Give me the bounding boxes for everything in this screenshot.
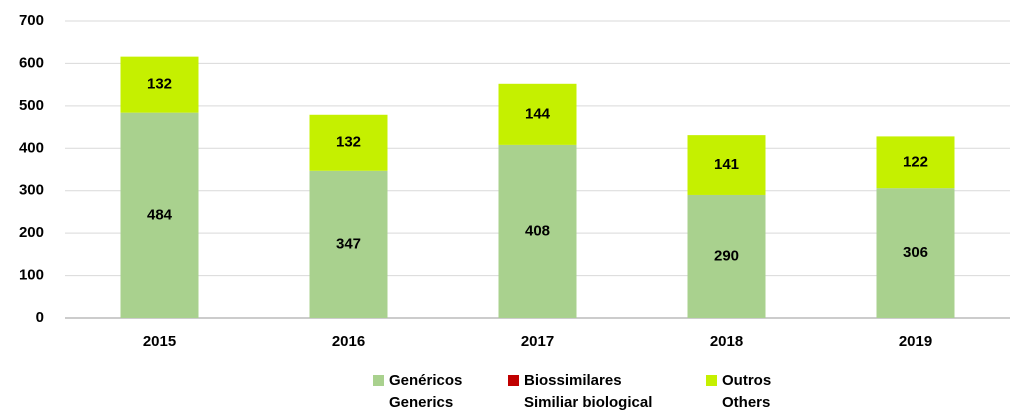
legend-label: Biossimilares (524, 372, 622, 389)
bar-segment (498, 83, 577, 145)
y-tick-label: 600 (19, 54, 44, 71)
legend-label: Others (722, 394, 770, 410)
bar-segment (120, 112, 199, 318)
bar-segment (309, 170, 388, 318)
x-tick-label: 2017 (521, 333, 554, 350)
bar-segment (687, 194, 766, 318)
y-tick-label: 200 (19, 224, 44, 241)
data-label: 484 (147, 206, 173, 223)
y-tick-label: 300 (19, 182, 44, 199)
y-tick-label: 0 (36, 309, 44, 326)
bar-segment (498, 144, 577, 318)
legend-swatch (706, 375, 717, 386)
legend-swatch (508, 375, 519, 386)
legend-label: Similiar biological (524, 394, 652, 410)
data-label: 141 (714, 156, 739, 173)
x-tick-label: 2015 (143, 333, 176, 350)
y-tick-label: 400 (19, 139, 44, 156)
y-tick-label: 100 (19, 267, 44, 284)
data-label: 306 (903, 244, 928, 261)
y-tick-label: 500 (19, 97, 44, 114)
bar-segment (687, 135, 766, 195)
data-label: 347 (336, 235, 361, 252)
data-label: 290 (714, 247, 739, 264)
x-tick-label: 2016 (332, 333, 365, 350)
data-label: 408 (525, 222, 550, 239)
data-label: 122 (903, 153, 928, 170)
y-tick-label: 700 (19, 12, 44, 29)
bar-segment (876, 136, 955, 189)
legend-label: Genéricos (389, 372, 462, 389)
legend-swatch (373, 375, 384, 386)
data-label: 132 (147, 76, 172, 93)
data-label: 144 (525, 105, 551, 122)
legend-label: Outros (722, 372, 771, 389)
bar-segment (120, 56, 199, 113)
legend-label: Generics (389, 394, 453, 410)
x-tick-label: 2018 (710, 333, 743, 350)
x-tick-label: 2019 (899, 333, 932, 350)
bar-segment (876, 188, 955, 318)
data-label: 132 (336, 134, 361, 151)
bar-segment (309, 114, 388, 171)
